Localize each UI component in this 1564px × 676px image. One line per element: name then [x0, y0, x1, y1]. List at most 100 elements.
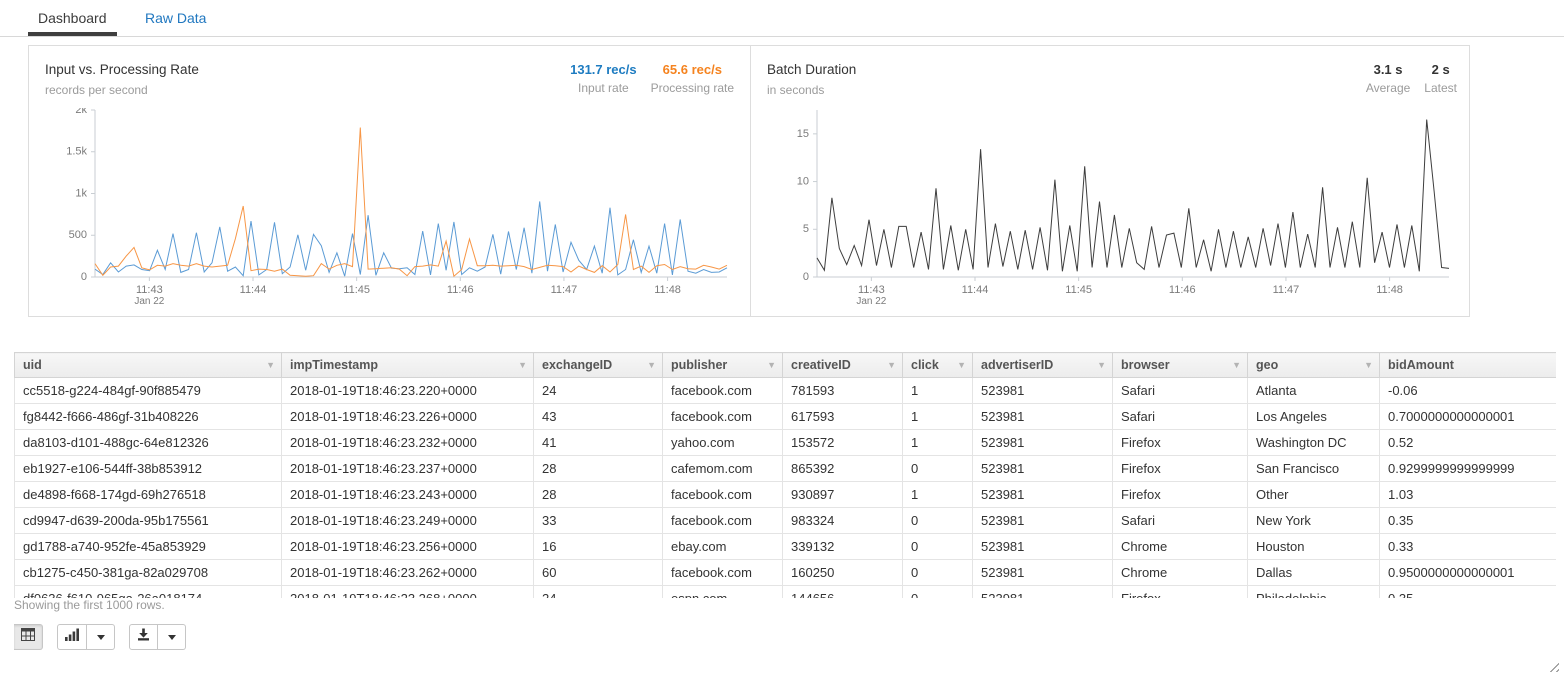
input-rate-label: Input rate	[578, 81, 629, 95]
table-cell: 16	[533, 533, 663, 560]
table-cell: Dallas	[1247, 559, 1380, 586]
column-header-uid[interactable]: uid ▼	[14, 352, 282, 378]
y-tick-label: 500	[69, 229, 87, 241]
charts-container: Input vs. Processing Rate records per se…	[28, 45, 1470, 317]
table-cell: 24	[533, 585, 663, 598]
x-tick-label: 11:43	[136, 284, 163, 296]
filter-caret-icon[interactable]: ▼	[1097, 360, 1106, 370]
table-cell: Chrome	[1112, 533, 1248, 560]
y-tick-label: 5	[803, 223, 809, 235]
table-cell: 0	[902, 533, 973, 560]
column-header-exchangeid[interactable]: exchangeID ▼	[533, 352, 663, 378]
table-row: cc5518-g224-484gf-90f885479 2018-01-19T18…	[14, 377, 1556, 404]
resize-grip[interactable]	[1546, 659, 1559, 672]
table-cell: 0	[902, 507, 973, 534]
bar-chart-view-button[interactable]	[57, 624, 87, 650]
x-tick-label: 11:43	[858, 284, 885, 296]
chart-legend: 131.7 rec/s Input rate 65.6 rec/s Proces…	[570, 58, 734, 106]
table-cell: df0636-f610-965ga-26a018174	[14, 585, 282, 598]
y-tick-label: 1.5k	[66, 146, 87, 158]
table-cell: 0.35	[1379, 585, 1556, 598]
column-label: bidAmount	[1388, 358, 1454, 372]
filter-caret-icon[interactable]: ▼	[1555, 360, 1556, 370]
table-cell: -0.06	[1379, 377, 1556, 404]
average-label: Average	[1365, 81, 1411, 95]
table-cell: Chrome	[1112, 559, 1248, 586]
filter-caret-icon[interactable]: ▼	[957, 360, 966, 370]
column-header-browser[interactable]: browser ▼	[1112, 352, 1248, 378]
table-cell: espn.com	[662, 585, 783, 598]
filter-caret-icon[interactable]: ▼	[647, 360, 656, 370]
table-cell: cc5518-g224-484gf-90f885479	[14, 377, 282, 404]
table-cell: 2018-01-19T18:46:23.232+0000	[281, 429, 534, 456]
batch-duration-panel: Batch Duration in seconds 3.1 s Average …	[751, 46, 1473, 316]
column-label: impTimestamp	[290, 358, 378, 372]
column-label: uid	[23, 358, 42, 372]
filter-caret-icon[interactable]: ▼	[518, 360, 527, 370]
legend-processing-rate: 65.6 rec/s Processing rate	[651, 62, 734, 106]
table-cell: facebook.com	[662, 507, 783, 534]
stat-average: 3.1 s Average	[1366, 62, 1410, 106]
x-tick-label: 11:48	[654, 284, 681, 296]
table-cell: da8103-d101-488gc-64e812326	[14, 429, 282, 456]
table-cell: Washington DC	[1247, 429, 1380, 456]
table-cell: Firefox	[1112, 585, 1248, 598]
series-processing-rate	[94, 127, 728, 278]
download-button[interactable]	[129, 624, 158, 650]
column-header-bidamount[interactable]: bidAmount ▼	[1379, 352, 1556, 378]
table-cell: Firefox	[1112, 481, 1248, 508]
column-label: exchangeID	[542, 358, 613, 372]
tab-dashboard[interactable]: Dashboard	[28, 0, 117, 36]
column-label: geo	[1256, 358, 1279, 372]
table-cell: 523981	[972, 481, 1113, 508]
x-tick-label: 11:48	[1376, 284, 1403, 296]
table-cell: 0.9299999999999999	[1379, 455, 1556, 482]
table-cell: 1	[902, 377, 973, 404]
column-header-publisher[interactable]: publisher ▼	[662, 352, 783, 378]
table-view-button[interactable]	[14, 624, 43, 650]
download-options-dropdown-button[interactable]	[158, 624, 186, 650]
chart-stats: 3.1 s Average 2 s Latest	[1366, 58, 1457, 106]
table-cell: Safari	[1112, 377, 1248, 404]
tab-bar: Dashboard Raw Data	[0, 0, 1564, 37]
table-cell: 160250	[782, 559, 903, 586]
table-cell: 33	[533, 507, 663, 534]
table-cell: 0.9500000000000001	[1379, 559, 1556, 586]
filter-caret-icon[interactable]: ▼	[1364, 360, 1373, 370]
chart-subtitle: records per second	[45, 83, 148, 97]
average-value: 3.1 s	[1373, 62, 1403, 77]
stat-latest: 2 s Latest	[1424, 62, 1457, 106]
column-header-imptimestamp[interactable]: impTimestamp ▼	[281, 352, 534, 378]
table-cell: cb1275-c450-381ga-82a029708	[14, 559, 282, 586]
table-cell: 523981	[972, 559, 1113, 586]
table-cell: Los Angeles	[1247, 403, 1380, 430]
legend-input-rate: 131.7 rec/s Input rate	[570, 62, 637, 106]
column-header-geo[interactable]: geo ▼	[1247, 352, 1380, 378]
tab-raw-data[interactable]: Raw Data	[144, 10, 207, 26]
column-header-creativeid[interactable]: creativeID ▼	[782, 352, 903, 378]
table-cell: 523981	[972, 429, 1113, 456]
table-cell: 153572	[782, 429, 903, 456]
filter-caret-icon[interactable]: ▼	[1232, 360, 1241, 370]
table-cell: 2018-01-19T18:46:23.226+0000	[281, 403, 534, 430]
column-label: advertiserID	[981, 358, 1054, 372]
x-tick-sublabel: Jan 22	[856, 296, 886, 307]
column-header-advertiserid[interactable]: advertiserID ▼	[972, 352, 1113, 378]
table-cell: Other	[1247, 481, 1380, 508]
processing-rate-label: Processing rate	[650, 81, 734, 95]
table-row: da8103-d101-488gc-64e812326 2018-01-19T18…	[14, 429, 1556, 456]
display-toolbar	[14, 624, 186, 650]
table-cell: 0.33	[1379, 533, 1556, 560]
filter-caret-icon[interactable]: ▼	[767, 360, 776, 370]
table-cell: 523981	[972, 377, 1113, 404]
filter-caret-icon[interactable]: ▼	[887, 360, 896, 370]
column-header-click[interactable]: click ▼	[902, 352, 973, 378]
table-cell: Safari	[1112, 507, 1248, 534]
y-tick-label: 15	[797, 128, 809, 140]
x-tick-label: 11:47	[1273, 284, 1300, 296]
chart-type-dropdown-button[interactable]	[87, 624, 115, 650]
table-cell: 983324	[782, 507, 903, 534]
table-row: de4898-f668-174gd-69h276518 2018-01-19T18…	[14, 481, 1556, 508]
table-cell: 523981	[972, 507, 1113, 534]
filter-caret-icon[interactable]: ▼	[266, 360, 275, 370]
